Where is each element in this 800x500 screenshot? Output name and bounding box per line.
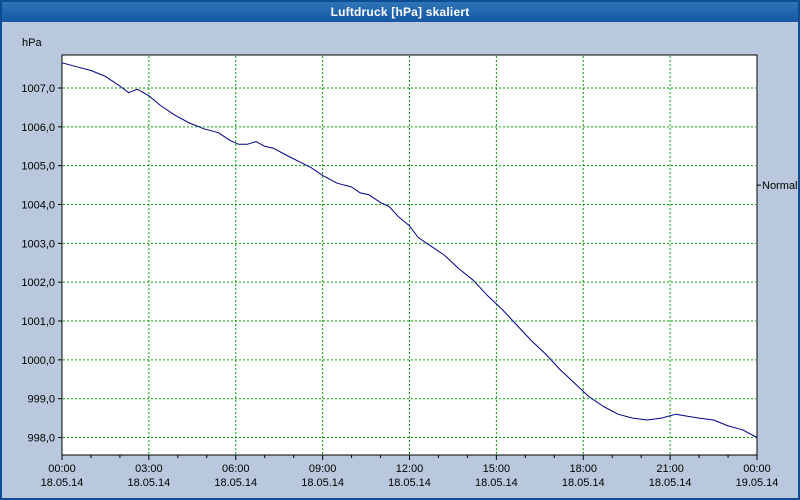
y-axis-label: 999,0 bbox=[27, 394, 55, 406]
x-axis-date-label: 18.05.14 bbox=[562, 477, 605, 489]
y-axis-unit-label: hPa bbox=[22, 37, 42, 49]
window-titlebar[interactable]: Luftdruck [hPa] skaliert bbox=[2, 2, 798, 22]
x-axis-date-label: 18.05.14 bbox=[301, 477, 344, 489]
x-axis-date-label: 18.05.14 bbox=[41, 477, 84, 489]
y-axis-label: 1003,0 bbox=[21, 238, 55, 250]
chart-area: 1007,0 1006,0 1005,0 1004,0 1003,0 1002,0 1001… bbox=[2, 22, 798, 498]
window-title: Luftdruck [hPa] skaliert bbox=[330, 5, 470, 19]
y-axis-label: 1006,0 bbox=[21, 122, 55, 134]
x-axis-time-label: 06:00 bbox=[222, 463, 250, 475]
x-axis-time-label: 03:00 bbox=[135, 463, 163, 475]
x-axis-time-label: 00:00 bbox=[48, 463, 76, 475]
pressure-line bbox=[61, 62, 758, 438]
y-axis-label: 1004,0 bbox=[21, 200, 55, 212]
y-axis-label: 1007,0 bbox=[21, 83, 55, 95]
x-axis-time-label: 00:00 bbox=[743, 463, 771, 475]
x-axis-date-label: 18.05.14 bbox=[649, 477, 692, 489]
x-axis-time-label: 21:00 bbox=[656, 463, 684, 475]
x-axis-date-label: 19.05.14 bbox=[736, 477, 779, 489]
y-axis-label: 1000,0 bbox=[21, 355, 55, 367]
plot-background bbox=[61, 54, 758, 456]
x-axis-date-label: 18.05.14 bbox=[475, 477, 518, 489]
y-axis-label: 1001,0 bbox=[21, 316, 55, 328]
y-axis-label: 1005,0 bbox=[21, 161, 55, 173]
normal-marker-label: Normal bbox=[762, 180, 797, 192]
x-axis-time-label: 15:00 bbox=[483, 463, 511, 475]
x-axis-time-label: 12:00 bbox=[396, 463, 424, 475]
x-axis-time-label: 18:00 bbox=[569, 463, 597, 475]
x-axis-date-label: 18.05.14 bbox=[214, 477, 257, 489]
y-axis-label: 998,0 bbox=[27, 433, 55, 445]
pressure-chart: 1007,0 1006,0 1005,0 1004,0 1003,0 1002,0 1001… bbox=[21, 37, 797, 489]
x-axis-date-label: 18.05.14 bbox=[388, 477, 431, 489]
y-axis-label: 1002,0 bbox=[21, 277, 55, 289]
x-axis-date-label: 18.05.14 bbox=[127, 477, 170, 489]
x-axis-time-label: 09:00 bbox=[309, 463, 337, 475]
